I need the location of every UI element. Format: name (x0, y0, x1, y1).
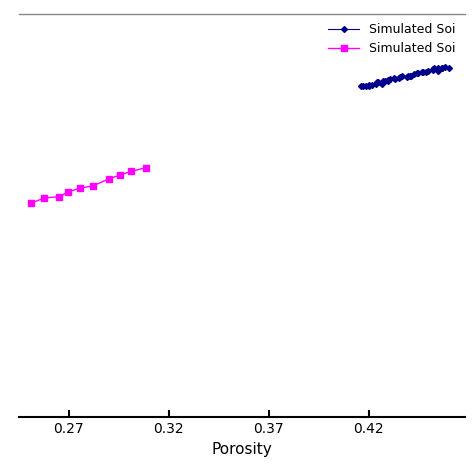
Simulated Soi (431, 65, 437, 71)
Simulated Soi (91, 183, 96, 189)
Simulated Soi (411, 71, 417, 76)
Line: Simulated Soi: Simulated Soi (27, 164, 149, 207)
Simulated Soi (128, 168, 134, 174)
Simulated Soi (415, 71, 421, 76)
Simulated Soi (27, 201, 33, 206)
Simulated Soi (106, 176, 111, 182)
Simulated Soi (360, 83, 365, 89)
Simulated Soi (405, 73, 410, 79)
Simulated Soi (387, 76, 393, 82)
Simulated Soi (375, 80, 381, 85)
Simulated Soi (373, 81, 379, 87)
Simulated Soi (414, 70, 420, 75)
Simulated Soi (408, 73, 414, 79)
Simulated Soi (56, 194, 62, 200)
Simulated Soi (430, 67, 436, 73)
Simulated Soi (436, 65, 441, 71)
Simulated Soi (408, 73, 413, 79)
X-axis label: Porosity: Porosity (211, 442, 272, 456)
Simulated Soi (379, 81, 384, 86)
Simulated Soi (442, 64, 447, 70)
Simulated Soi (392, 76, 398, 82)
Simulated Soi (382, 79, 388, 84)
Simulated Soi (439, 65, 445, 71)
Simulated Soi (430, 67, 436, 73)
Simulated Soi (439, 65, 445, 71)
Line: Simulated Soi: Simulated Soi (359, 65, 451, 88)
Simulated Soi (366, 82, 372, 88)
Simulated Soi (446, 65, 452, 71)
Simulated Soi (405, 74, 410, 80)
Simulated Soi (425, 68, 430, 74)
Simulated Soi (423, 69, 428, 75)
Simulated Soi (391, 75, 397, 81)
Simulated Soi (41, 195, 47, 201)
Simulated Soi (358, 83, 364, 89)
Simulated Soi (420, 69, 426, 75)
Simulated Soi (374, 80, 380, 85)
Simulated Soi (385, 78, 391, 84)
Simulated Soi (397, 74, 403, 80)
Simulated Soi (419, 69, 425, 75)
Simulated Soi (118, 172, 123, 178)
Simulated Soi (380, 79, 385, 84)
Simulated Soi (366, 83, 372, 89)
Simulated Soi (396, 75, 402, 81)
Simulated Soi (143, 165, 149, 171)
Simulated Soi (369, 82, 374, 88)
Legend: Simulated Soi, Simulated Soi: Simulated Soi, Simulated Soi (323, 18, 461, 60)
Simulated Soi (435, 68, 441, 74)
Simulated Soi (363, 83, 369, 89)
Simulated Soi (65, 189, 71, 195)
Simulated Soi (399, 73, 405, 79)
Simulated Soi (77, 185, 83, 191)
Simulated Soi (385, 77, 391, 82)
